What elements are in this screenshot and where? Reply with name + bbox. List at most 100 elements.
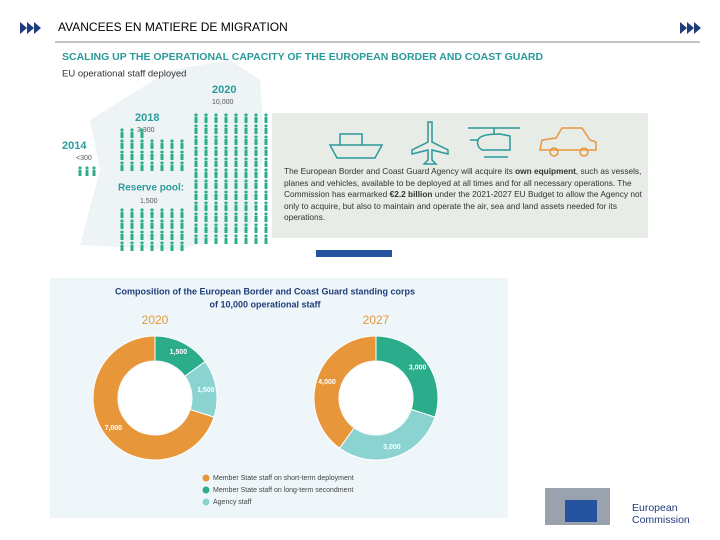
person-body (264, 117, 268, 123)
person-body (204, 150, 208, 156)
person-head (120, 230, 124, 234)
person-body (254, 205, 258, 211)
person-head (194, 124, 198, 128)
person-head (264, 179, 268, 183)
milestone-year: 2020 (212, 84, 236, 96)
person-body (120, 223, 124, 229)
logo-text: European (632, 502, 678, 514)
person-head (254, 212, 258, 216)
person-head (130, 208, 134, 212)
person-body (204, 183, 208, 189)
person-body (214, 205, 218, 211)
person-body (234, 150, 238, 156)
person-body (170, 154, 174, 160)
person-head (244, 146, 248, 150)
person-head (194, 223, 198, 227)
person-head (92, 166, 96, 170)
person-head (120, 241, 124, 245)
person-body (264, 194, 268, 200)
person-head (214, 168, 218, 172)
person-body (244, 117, 248, 123)
person-head (234, 212, 238, 216)
person-body (92, 170, 96, 176)
legend-label: Member State staff on short-term deploym… (213, 475, 354, 482)
person-head (254, 113, 258, 117)
person-body (254, 128, 258, 134)
donut-segment (184, 360, 218, 418)
segment-label: 3,000 (383, 444, 401, 451)
person-head (214, 223, 218, 227)
person-head (160, 230, 164, 234)
person-head (224, 201, 228, 205)
person-head (244, 223, 248, 227)
person-body (85, 170, 89, 176)
person-head (180, 241, 184, 245)
person-head (254, 124, 258, 128)
person-body (140, 165, 144, 171)
composition-title: Composition of the European Border and C… (115, 286, 415, 296)
person-head (130, 139, 134, 143)
infographic-title: SCALING UP THE OPERATIONAL CAPACITY OF T… (62, 51, 543, 63)
person-head (234, 113, 238, 117)
person-body (140, 212, 144, 218)
person-body (204, 172, 208, 178)
paragraph-text: , such as vessels, planes and vehicles, … (284, 166, 642, 199)
person-body (204, 194, 208, 200)
person-body (160, 143, 164, 149)
person-head (224, 146, 228, 150)
people-icons (78, 113, 268, 251)
person-body (224, 194, 228, 200)
person-head (204, 190, 208, 194)
person-head (254, 234, 258, 238)
person-head (160, 208, 164, 212)
person-head (130, 230, 134, 234)
person-body (234, 117, 238, 123)
person-head (160, 139, 164, 143)
person-head (150, 208, 154, 212)
person-body (234, 194, 238, 200)
person-head (140, 219, 144, 223)
person-head (78, 166, 82, 170)
person-head (234, 135, 238, 139)
person-head (140, 161, 144, 165)
person-body (254, 150, 258, 156)
person-body (160, 234, 164, 240)
composition-panel (50, 278, 508, 518)
person-body (194, 183, 198, 189)
infographic-subtitle: EU operational staff deployed (62, 69, 186, 80)
person-head (160, 161, 164, 165)
person-head (140, 230, 144, 234)
person-head (234, 157, 238, 161)
person-head (150, 161, 154, 165)
person-head (120, 161, 124, 165)
person-head (224, 212, 228, 216)
pie-title: 2020 (142, 313, 169, 327)
person-body (224, 139, 228, 145)
person-body (160, 223, 164, 229)
person-head (214, 124, 218, 128)
person-body (180, 245, 184, 251)
person-head (120, 150, 124, 154)
person-head (130, 150, 134, 154)
person-body (244, 194, 248, 200)
person-body (264, 139, 268, 145)
person-body (120, 165, 124, 171)
person-head (254, 146, 258, 150)
person-body (180, 143, 184, 149)
person-body (194, 128, 198, 134)
person-head (204, 234, 208, 238)
person-body (194, 194, 198, 200)
person-head (264, 157, 268, 161)
person-head (224, 168, 228, 172)
milestone-staff: 1,500 (140, 198, 158, 205)
person-body (234, 128, 238, 134)
person-head (224, 190, 228, 194)
person-head (140, 150, 144, 154)
person-body (140, 154, 144, 160)
person-body (180, 154, 184, 160)
person-body (214, 161, 218, 167)
person-body (264, 227, 268, 233)
person-body (180, 234, 184, 240)
person-body (244, 139, 248, 145)
